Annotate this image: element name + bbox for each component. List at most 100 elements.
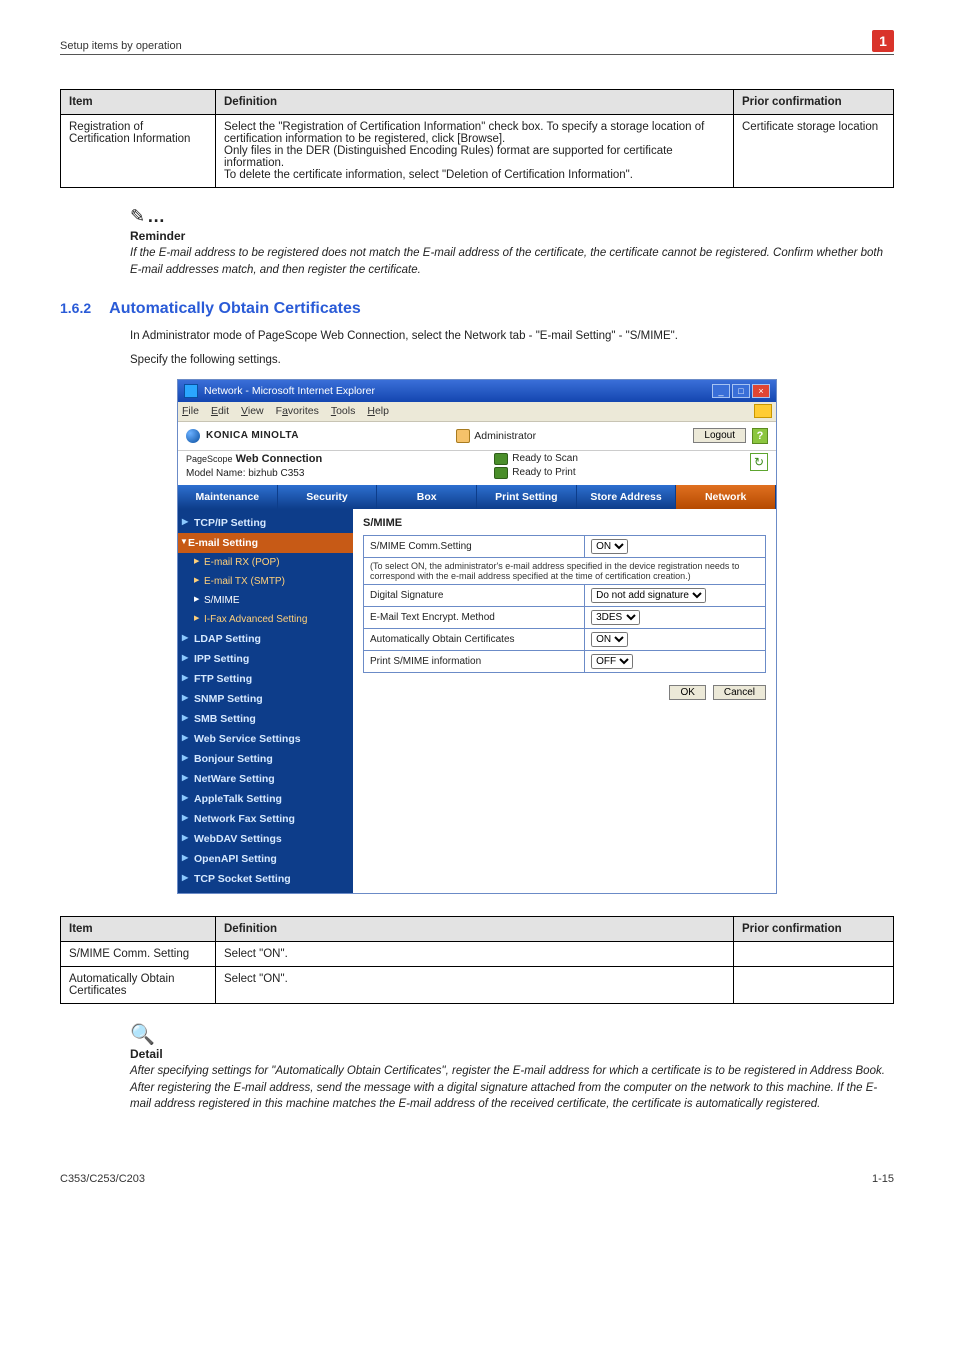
running-head: Setup items by operation xyxy=(60,40,182,52)
td-def: Select "ON". xyxy=(216,966,734,1003)
sidebar-item-ldap[interactable]: LDAP Setting xyxy=(178,629,353,649)
print-select[interactable]: OFF xyxy=(591,654,633,669)
td-prior: Certificate storage location xyxy=(734,115,894,188)
tab-security[interactable]: Security xyxy=(278,485,378,509)
ready-print: Ready to Print xyxy=(512,467,575,478)
tab-print-setting[interactable]: Print Setting xyxy=(477,485,577,509)
tab-box[interactable]: Box xyxy=(377,485,477,509)
sidebar-item-webservice[interactable]: Web Service Settings xyxy=(178,729,353,749)
refresh-icon[interactable]: ↻ xyxy=(750,453,768,471)
td-item: Automatically Obtain Certificates xyxy=(61,966,216,1003)
sidebar-item-openapi[interactable]: OpenAPI Setting xyxy=(178,849,353,869)
intro-line-1: In Administrator mode of PageScope Web C… xyxy=(130,328,894,345)
km-logo: KONICA MINOLTA xyxy=(186,429,299,443)
sidebar-item-bonjour[interactable]: Bonjour Setting xyxy=(178,749,353,769)
print-icon xyxy=(494,467,508,479)
tab-maintenance[interactable]: Maintenance xyxy=(178,485,278,509)
menu-file[interactable]: File xyxy=(182,405,199,417)
window-titlebar: Network - Microsoft Internet Explorer _ … xyxy=(178,380,776,402)
sidebar-item-smb[interactable]: SMB Setting xyxy=(178,709,353,729)
row-dsig-label: Digital Signature xyxy=(364,584,585,606)
minimize-button[interactable]: _ xyxy=(712,384,730,398)
th-prior: Prior confirmation xyxy=(734,916,894,941)
sidebar-item-appletalk[interactable]: AppleTalk Setting xyxy=(178,789,353,809)
detail-body: After specifying settings for "Automatic… xyxy=(130,1063,894,1113)
enc-select[interactable]: 3DES xyxy=(591,610,640,625)
intro-line-2: Specify the following settings. xyxy=(130,352,894,369)
section-title: Automatically Obtain Certificates xyxy=(109,300,361,318)
td-item: Registration of Certification Informatio… xyxy=(61,115,216,188)
screenshot: Network - Microsoft Internet Explorer _ … xyxy=(177,379,777,894)
ok-button[interactable]: OK xyxy=(669,685,705,700)
ie-icon xyxy=(184,384,198,398)
td-prior xyxy=(734,941,894,966)
browser-menubar: File Edit View Favorites Tools Help xyxy=(178,402,776,422)
row-comm-label: S/MIME Comm.Setting xyxy=(364,535,585,557)
th-item: Item xyxy=(61,916,216,941)
sidebar-item-tcpip[interactable]: TCP/IP Setting xyxy=(178,513,353,533)
menu-view[interactable]: View xyxy=(241,405,264,417)
sidebar-item-ifax[interactable]: I-Fax Advanced Setting xyxy=(178,610,353,629)
dsig-select[interactable]: Do not add signature xyxy=(591,588,706,603)
ready-scan: Ready to Scan xyxy=(512,453,578,464)
admin-label: Administrator xyxy=(474,430,536,442)
th-definition: Definition xyxy=(216,90,734,115)
window-title: Network - Microsoft Internet Explorer xyxy=(204,385,375,397)
definition-table-2: Item Definition Prior confirmation S/MIM… xyxy=(60,916,894,1004)
sidebar-item-tx[interactable]: E-mail TX (SMTP) xyxy=(178,572,353,591)
menu-edit[interactable]: Edit xyxy=(211,405,229,417)
model-label: Model Name: bizhub C353 xyxy=(186,468,322,479)
reminder-label: Reminder xyxy=(130,229,894,243)
admin-icon xyxy=(456,429,470,443)
sidebar-item-email[interactable]: E-mail Setting xyxy=(178,533,353,553)
sidebar-item-rx[interactable]: E-mail RX (POP) xyxy=(178,553,353,572)
logout-button[interactable]: Logout xyxy=(693,428,746,443)
scan-icon xyxy=(494,453,508,465)
sidebar-item-tcpsocket[interactable]: TCP Socket Setting xyxy=(178,869,353,889)
footer-left: C353/C253/C203 xyxy=(60,1173,145,1185)
detail-label: Detail xyxy=(130,1047,894,1061)
definition-table-1: Item Definition Prior confirmation Regis… xyxy=(60,89,894,188)
sidebar-item-webdav[interactable]: WebDAV Settings xyxy=(178,829,353,849)
tab-network[interactable]: Network xyxy=(676,485,776,509)
reminder-body: If the E-mail address to be registered d… xyxy=(130,245,894,278)
th-definition: Definition xyxy=(216,916,734,941)
help-icon[interactable]: ? xyxy=(752,428,768,444)
td-item: S/MIME Comm. Setting xyxy=(61,941,216,966)
panel-heading: S/MIME xyxy=(363,517,766,529)
row-auto-label: Automatically Obtain Certificates xyxy=(364,628,585,650)
menu-tools[interactable]: Tools xyxy=(331,405,356,417)
chapter-badge: 1 xyxy=(872,30,894,52)
sidebar-item-smime[interactable]: S/MIME xyxy=(178,591,353,610)
footer-right: 1-15 xyxy=(872,1173,894,1185)
td-def: Select "ON". xyxy=(216,941,734,966)
row-enc-label: E-Mail Text Encrypt. Method xyxy=(364,606,585,628)
th-item: Item xyxy=(61,90,216,115)
row-comm-hint: (To select ON, the administrator's e-mai… xyxy=(364,557,766,584)
detail-icon: 🔍 xyxy=(130,1022,894,1047)
auto-select[interactable]: ON xyxy=(591,632,628,647)
th-prior: Prior confirmation xyxy=(734,90,894,115)
sidebar-item-netware[interactable]: NetWare Setting xyxy=(178,769,353,789)
nav-tabs: Maintenance Security Box Print Setting S… xyxy=(178,485,776,509)
td-def: Select the "Registration of Certificatio… xyxy=(216,115,734,188)
pagescope-label: PageScope Web Connection xyxy=(186,453,322,465)
sidebar-item-ftp[interactable]: FTP Setting xyxy=(178,669,353,689)
ie-flag-icon xyxy=(754,404,772,418)
globe-icon xyxy=(186,429,200,443)
row-comm-value: ON xyxy=(585,535,766,557)
reminder-icon: ✎… xyxy=(130,206,894,227)
sidebar: TCP/IP Setting E-mail Setting E-mail RX … xyxy=(178,509,353,893)
smime-settings-table: S/MIME Comm.Setting ON (To select ON, th… xyxy=(363,535,766,673)
tab-store-address[interactable]: Store Address xyxy=(577,485,677,509)
maximize-button[interactable]: □ xyxy=(732,384,750,398)
sidebar-item-ipp[interactable]: IPP Setting xyxy=(178,649,353,669)
comm-select[interactable]: ON xyxy=(591,539,628,554)
menu-favorites[interactable]: Favorites xyxy=(276,405,319,417)
sidebar-item-snmp[interactable]: SNMP Setting xyxy=(178,689,353,709)
cancel-button[interactable]: Cancel xyxy=(713,685,766,700)
td-prior xyxy=(734,966,894,1003)
sidebar-item-networkfax[interactable]: Network Fax Setting xyxy=(178,809,353,829)
close-button[interactable]: × xyxy=(752,384,770,398)
menu-help[interactable]: Help xyxy=(367,405,389,417)
